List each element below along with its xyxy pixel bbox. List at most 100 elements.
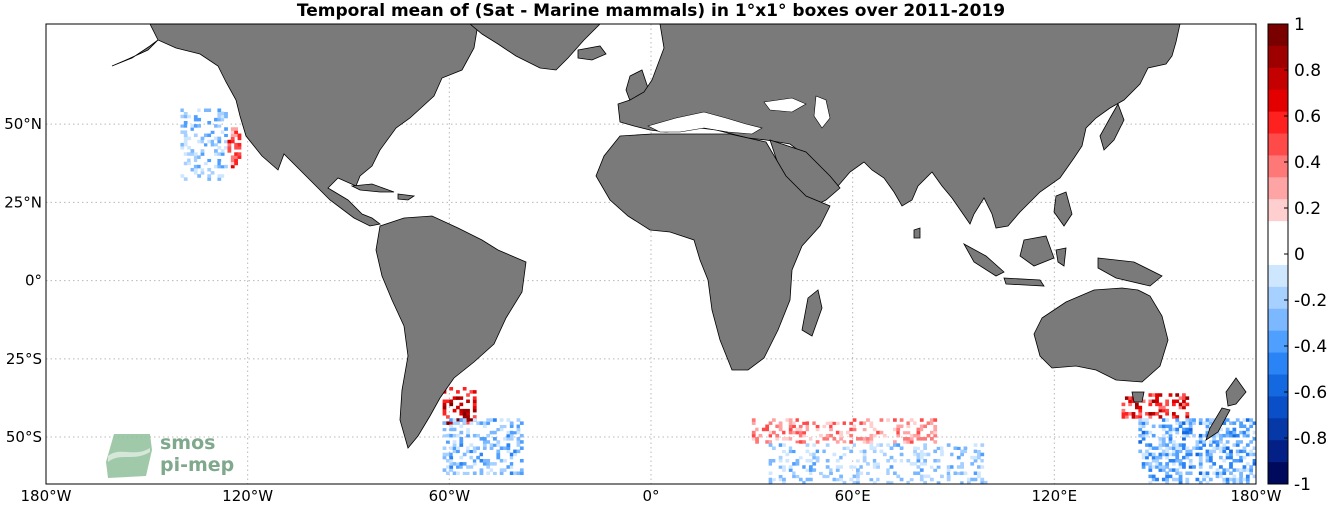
y-tick-label: 0°	[25, 272, 42, 290]
data-cell	[903, 440, 907, 444]
data-cell	[1232, 477, 1237, 482]
data-cell	[889, 480, 894, 484]
data-cell	[788, 465, 793, 469]
data-cell	[489, 468, 494, 472]
data-cell	[812, 471, 817, 476]
data-cell	[856, 443, 860, 447]
data-cell	[1242, 430, 1247, 435]
data-cell	[1222, 421, 1227, 425]
colorbar-tick-label: 0.2	[1294, 199, 1321, 219]
data-cell	[812, 421, 817, 425]
data-cell	[1128, 402, 1133, 407]
data-cell	[842, 421, 847, 425]
data-cell	[842, 449, 847, 454]
data-cell	[1252, 437, 1256, 441]
data-cell	[1138, 449, 1143, 454]
data-cell	[180, 174, 185, 178]
data-cell	[197, 164, 202, 169]
data-cell	[862, 452, 867, 457]
land-borneo	[1019, 235, 1055, 267]
data-cell	[456, 465, 460, 469]
land-new-zealand-north	[1225, 377, 1247, 407]
data-cell	[859, 449, 864, 454]
data-cell	[1141, 424, 1146, 429]
colorbar-segment	[1268, 111, 1288, 135]
data-cell	[1182, 462, 1186, 466]
data-cell	[906, 430, 911, 435]
data-cell	[802, 480, 807, 484]
data-cell	[926, 433, 931, 438]
data-cell	[200, 149, 205, 153]
data-cell	[862, 465, 867, 469]
data-cell	[960, 477, 964, 482]
data-cell	[499, 421, 504, 425]
data-cell	[1198, 462, 1203, 466]
data-cell	[869, 446, 874, 450]
data-cell	[190, 158, 195, 163]
data-cell	[1178, 477, 1183, 482]
data-cell	[1245, 480, 1250, 484]
data-cell	[792, 421, 796, 425]
data-cell	[509, 430, 514, 435]
colorbar-segment	[1268, 221, 1288, 244]
data-cell	[963, 471, 968, 476]
data-cell	[230, 161, 235, 166]
data-cell	[802, 465, 807, 469]
data-cell	[187, 114, 191, 119]
data-cell	[1161, 449, 1166, 454]
data-cell	[852, 462, 857, 466]
data-cell	[956, 480, 961, 484]
data-cell	[866, 440, 870, 444]
data-cell	[936, 458, 941, 463]
data-cell	[449, 433, 454, 438]
data-cell	[1188, 449, 1193, 454]
colorbar-tick-label: 1	[1294, 15, 1305, 35]
data-cell	[795, 471, 800, 476]
data-cell	[513, 452, 517, 457]
data-cell	[815, 452, 820, 457]
data-cell	[805, 421, 810, 425]
data-cell	[805, 471, 810, 476]
x-tick-label: 180°W	[1231, 487, 1282, 505]
data-cell	[1148, 462, 1153, 466]
data-cell	[919, 449, 924, 454]
data-cell	[852, 465, 857, 469]
data-cell	[859, 421, 864, 425]
data-cell	[973, 471, 978, 476]
data-cell	[852, 418, 857, 422]
data-cell	[751, 433, 756, 438]
data-cell	[1175, 399, 1180, 404]
data-cell	[970, 446, 975, 450]
data-cell	[442, 412, 447, 416]
data-cell	[513, 462, 517, 466]
data-cell	[916, 443, 921, 447]
data-cell	[449, 465, 454, 469]
data-cell	[916, 465, 921, 469]
data-cell	[956, 468, 961, 472]
data-cell	[845, 446, 850, 450]
data-cell	[496, 440, 501, 444]
data-cell	[462, 412, 467, 416]
data-cell	[825, 474, 830, 479]
data-cell	[835, 433, 840, 438]
data-cell	[802, 452, 807, 457]
data-cell	[1165, 462, 1170, 466]
data-cell	[1188, 462, 1193, 466]
data-cell	[896, 474, 901, 479]
data-cell	[889, 446, 894, 450]
data-cell	[445, 440, 450, 444]
data-cell	[906, 440, 911, 444]
data-cell	[802, 440, 807, 444]
data-cell	[1161, 433, 1166, 438]
data-cell	[788, 446, 793, 450]
data-cell	[772, 433, 776, 438]
data-cell	[1141, 465, 1146, 469]
data-cell	[923, 480, 928, 484]
data-cell	[220, 117, 225, 122]
data-cell	[933, 418, 938, 422]
data-cell	[214, 136, 218, 141]
data-cell	[180, 114, 185, 119]
data-cell	[230, 130, 235, 134]
colorbar-segment	[1268, 418, 1288, 441]
data-cell	[456, 449, 460, 454]
